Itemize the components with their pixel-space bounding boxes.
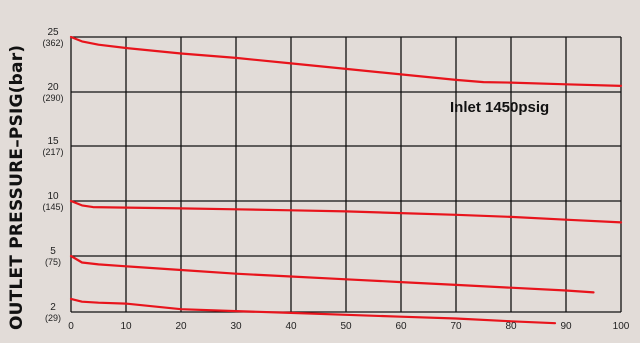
x-tick-label: 70: [450, 321, 462, 332]
y-tick-sublabel: (217): [42, 147, 63, 157]
y-tick-label: 10: [47, 191, 59, 202]
y-tick-label: 25: [47, 27, 59, 38]
x-tick-label: 60: [395, 321, 407, 332]
y-tick-label: 20: [47, 82, 59, 93]
y-tick-label: 2: [50, 302, 56, 313]
y-tick-label: 5: [50, 246, 56, 257]
series-line-2: [69, 199, 623, 224]
inlet-pressure-annotation: Inlet 1450psig: [450, 99, 549, 116]
y-tick-sublabel: (145): [42, 202, 63, 212]
x-tick-label: 80: [505, 321, 517, 332]
series-line-3: [69, 254, 595, 294]
x-tick-label: 100: [613, 321, 630, 332]
x-tick-label: 30: [230, 321, 242, 332]
y-tick-sublabel: (290): [42, 93, 63, 103]
y-tick-sublabel: (29): [45, 313, 61, 323]
x-tick-label: 20: [175, 321, 187, 332]
x-tick-label: 10: [120, 321, 132, 332]
y-tick-sublabel: (75): [45, 257, 61, 267]
x-tick-label: 90: [560, 321, 572, 332]
y-tick-sublabel: (362): [42, 38, 63, 48]
y-tick-label: 15: [47, 136, 59, 147]
y-axis-label: OUTLET PRESSURE–PSIG(bar): [7, 45, 27, 330]
x-tick-label: 50: [340, 321, 352, 332]
x-tick-label: 0: [68, 321, 74, 332]
series-line-4: [69, 297, 557, 325]
x-tick-label: 40: [285, 321, 297, 332]
series-line-1: [69, 35, 623, 87]
